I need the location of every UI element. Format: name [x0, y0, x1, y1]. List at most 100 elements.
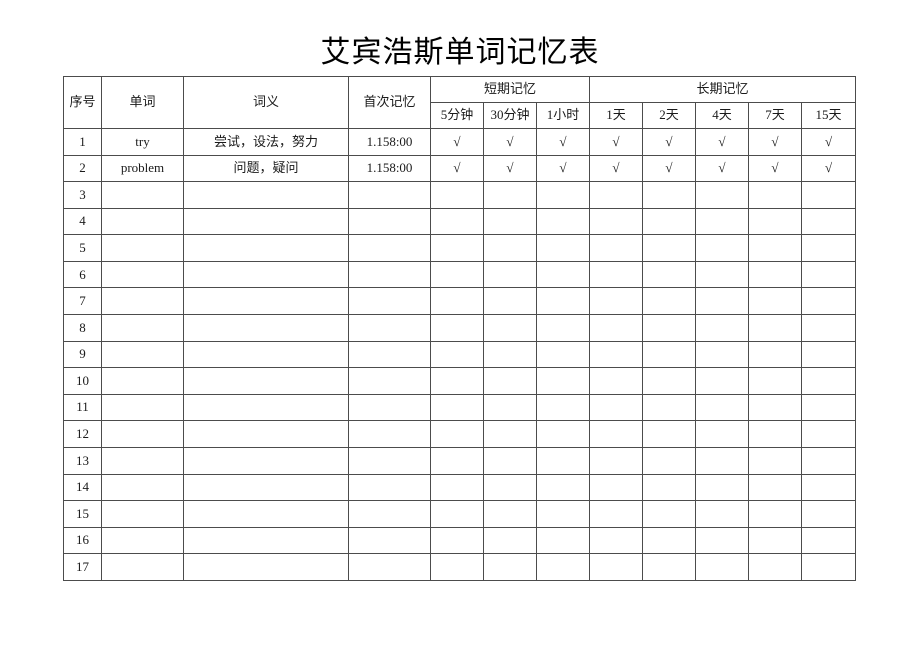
check-cell-2day: [642, 234, 696, 262]
table-header: 序号 单词 词义 首次记忆 短期记忆 长期记忆 5分钟 30分钟 1小时 1天 …: [63, 76, 857, 129]
check-cell-15day: [800, 446, 857, 475]
header-sub-15day: 15天: [800, 102, 857, 129]
check-cell-30min: [483, 314, 537, 342]
check-cell-15day: [800, 500, 857, 528]
table-row: 11: [63, 393, 857, 422]
header-sub-5min: 5分钟: [430, 102, 484, 129]
page-title: 艾宾浩斯单词记忆表: [320, 36, 600, 69]
check-cell-4day: [695, 234, 749, 262]
index-cell: 13: [63, 446, 102, 475]
first-memory-cell: [348, 234, 431, 262]
meaning-cell: [183, 420, 349, 448]
check-cell-1hour: [536, 340, 590, 369]
check-cell-7day: [748, 207, 802, 236]
check-cell-5min: √: [430, 128, 484, 156]
table-row: 14: [63, 473, 857, 502]
meaning-cell: [183, 234, 349, 262]
check-cell-4day: √: [695, 128, 749, 156]
table-row: 1 try 尝试，设法，努力 1.158:00 √ √ √ √ √ √ √ √: [63, 128, 857, 156]
table-body: 1 try 尝试，设法，努力 1.158:00 √ √ √ √ √ √ √ √ 2 problem 问题，疑…: [63, 128, 857, 581]
check-cell-7day: [748, 446, 802, 475]
check-cell-1hour: √: [536, 154, 590, 183]
check-cell-5min: [430, 207, 484, 236]
header-sub-4day: 4天: [695, 102, 749, 129]
table-row: 7: [63, 287, 857, 316]
check-cell-15day: [800, 207, 857, 236]
check-cell-30min: [483, 207, 537, 236]
check-cell-30min: [483, 526, 537, 555]
first-memory-cell: [348, 553, 431, 581]
check-cell-2day: [642, 340, 696, 369]
header-sub-2day: 2天: [642, 102, 696, 129]
first-memory-cell: [348, 500, 431, 528]
first-memory-cell: [348, 207, 431, 236]
check-cell-5min: [430, 553, 484, 581]
check-cell-30min: [483, 234, 537, 262]
check-cell-1hour: [536, 553, 590, 581]
header-sub-30min: 30分钟: [483, 102, 537, 129]
check-cell-15day: [800, 181, 857, 209]
check-cell-4day: [695, 367, 749, 395]
check-cell-15day: [800, 260, 857, 289]
check-cell-15day: [800, 314, 857, 342]
check-cell-1hour: [536, 420, 590, 448]
meaning-cell: [183, 526, 349, 555]
check-cell-30min: [483, 553, 537, 581]
table-row: 15: [63, 500, 857, 528]
check-cell-4day: [695, 287, 749, 316]
check-cell-30min: √: [483, 128, 537, 156]
check-cell-1day: [589, 553, 643, 581]
check-cell-7day: [748, 367, 802, 395]
word-cell: [101, 500, 184, 528]
check-cell-15day: [800, 234, 857, 262]
meaning-cell: [183, 340, 349, 369]
check-cell-2day: [642, 181, 696, 209]
check-cell-5min: [430, 393, 484, 422]
word-cell: [101, 420, 184, 448]
check-cell-1day: [589, 181, 643, 209]
check-cell-5min: [430, 473, 484, 502]
check-cell-4day: [695, 207, 749, 236]
word-cell: problem: [101, 154, 184, 183]
first-memory-cell: [348, 287, 431, 316]
header-short-term-group: 短期记忆: [430, 76, 590, 103]
check-cell-1hour: [536, 314, 590, 342]
check-cell-1hour: [536, 526, 590, 555]
check-cell-5min: [430, 287, 484, 316]
first-memory-cell: 1.158:00: [348, 154, 431, 183]
header-meaning: 词义: [183, 76, 349, 129]
check-cell-15day: [800, 367, 857, 395]
index-cell: 16: [63, 526, 102, 555]
check-cell-7day: [748, 314, 802, 342]
word-cell: [101, 473, 184, 502]
check-cell-1hour: [536, 287, 590, 316]
check-cell-4day: [695, 340, 749, 369]
word-cell: [101, 287, 184, 316]
check-cell-1hour: [536, 393, 590, 422]
check-cell-30min: [483, 287, 537, 316]
check-cell-30min: [483, 260, 537, 289]
check-cell-5min: [430, 340, 484, 369]
word-cell: [101, 340, 184, 369]
meaning-cell: [183, 207, 349, 236]
check-cell-15day: [800, 526, 857, 555]
check-cell-7day: [748, 260, 802, 289]
check-cell-4day: [695, 181, 749, 209]
check-cell-4day: [695, 526, 749, 555]
check-cell-2day: √: [642, 154, 696, 183]
check-cell-2day: [642, 287, 696, 316]
check-cell-15day: √: [800, 128, 857, 156]
index-cell: 10: [63, 367, 102, 395]
check-cell-4day: [695, 500, 749, 528]
check-cell-5min: [430, 260, 484, 289]
table-row: 6: [63, 260, 857, 289]
check-cell-5min: [430, 234, 484, 262]
check-cell-30min: [483, 473, 537, 502]
check-cell-1day: [589, 473, 643, 502]
table-row: 12: [63, 420, 857, 448]
check-cell-15day: [800, 473, 857, 502]
check-cell-4day: [695, 420, 749, 448]
check-cell-30min: [483, 500, 537, 528]
check-cell-1day: [589, 287, 643, 316]
